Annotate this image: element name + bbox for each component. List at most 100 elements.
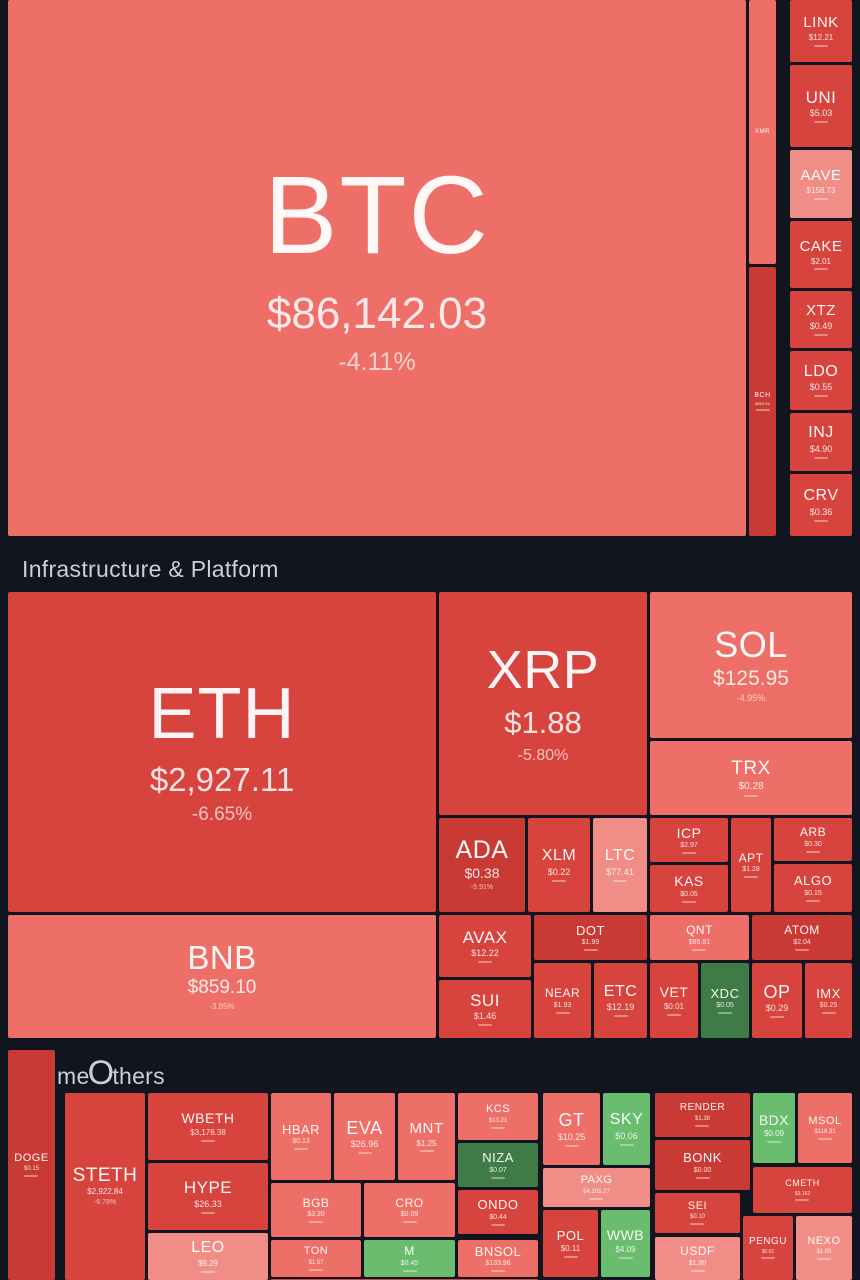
tile-symbol: CAKE xyxy=(799,237,843,255)
tile-price: $1.46 xyxy=(474,1011,497,1026)
tile-price: $4.90 xyxy=(810,444,833,459)
tile-symbol: SUI xyxy=(470,990,500,1010)
tile-inj[interactable]: INJ $4.90 xyxy=(790,413,852,471)
others-header-big-o: O xyxy=(87,1054,115,1092)
tile-render[interactable]: RENDER $1.38 xyxy=(655,1093,750,1137)
tile-vet[interactable]: VET $0.01 xyxy=(650,963,698,1038)
tile-icp[interactable]: ICP $2.97 xyxy=(650,818,728,862)
tile-symbol: INJ xyxy=(808,424,834,442)
tile-symbol: ARB xyxy=(799,825,827,840)
tile-sky[interactable]: SKY $0.06 xyxy=(603,1093,650,1165)
tile-pol[interactable]: POL $0.11 xyxy=(543,1210,598,1277)
tile-nexo[interactable]: NEXO $1.03 xyxy=(796,1216,852,1280)
tile-price: $1.38 xyxy=(695,1116,710,1127)
tile-trx[interactable]: TRX $0.28 xyxy=(650,741,852,815)
tile-xlm[interactable]: XLM $0.22 xyxy=(528,818,590,912)
tile-steth[interactable]: STETH $2,922.84 -6.78% xyxy=(65,1093,145,1280)
tile-cro[interactable]: CRO $0.09 xyxy=(364,1183,455,1237)
tile-price: $2,922.84 xyxy=(87,1187,123,1197)
tile-price: $0.01 xyxy=(664,1002,684,1016)
tile-change: -5.91% xyxy=(470,884,494,892)
tile-leo[interactable]: LEO $9.29 xyxy=(148,1233,268,1280)
tile-price: $0.10 xyxy=(690,1214,705,1225)
tile-cmeth[interactable]: CMETH $3,162 xyxy=(753,1167,852,1213)
tile-price: $26.33 xyxy=(194,1199,222,1214)
tile-link[interactable]: LINK $12.21 xyxy=(790,0,852,62)
section-header-others: meOthers xyxy=(57,1054,165,1093)
tile-dot[interactable]: DOT $1.99 xyxy=(534,915,647,960)
tile-bgb[interactable]: BGB $3.20 xyxy=(271,1183,361,1237)
others-header-overlap-fragment: me xyxy=(57,1063,90,1089)
tile-price: $1.28 xyxy=(742,866,760,878)
tile-bch[interactable]: BCH $503.94 xyxy=(749,267,776,536)
tile-near[interactable]: NEAR $1.93 xyxy=(534,963,591,1038)
tile-sol[interactable]: SOL $125.95 -4.95% xyxy=(650,592,852,738)
tile-price: $0.28 xyxy=(738,781,763,797)
tile-eth[interactable]: ETH $2,927.11 -6.65% xyxy=(8,592,436,912)
tile-bdx[interactable]: BDX $0.09 xyxy=(753,1093,795,1163)
tile-price: $2,927.11 xyxy=(149,760,295,798)
tile-doge[interactable]: DOGE $0.15 xyxy=(8,1050,55,1280)
tile-xtz[interactable]: XTZ $0.49 xyxy=(790,291,852,348)
tile-ondo[interactable]: ONDO $0.44 xyxy=(458,1190,538,1234)
tile-algo[interactable]: ALGO $0.15 xyxy=(774,864,852,912)
tile-crv[interactable]: CRV $0.36 xyxy=(790,474,852,536)
tile-usdf[interactable]: USDF $1.00 xyxy=(655,1237,740,1280)
tile-msol[interactable]: MSOL $118.31 xyxy=(798,1093,852,1163)
tile-niza[interactable]: NIZA $0.07 xyxy=(458,1143,538,1187)
tile-xdc[interactable]: XDC $0.05 xyxy=(701,963,749,1038)
tile-op[interactable]: OP $0.29 xyxy=(752,963,802,1038)
tile-price: $0.25 xyxy=(820,1002,838,1014)
tile-kas[interactable]: KAS $0.05 xyxy=(650,865,728,912)
tile-cake[interactable]: CAKE $2.01 xyxy=(790,221,852,288)
tile-btc[interactable]: BTC $86,142.03 -4.11% xyxy=(8,0,746,536)
tile-symbol: RENDER xyxy=(679,1102,726,1114)
tile-uni[interactable]: UNI $5.03 xyxy=(790,65,852,147)
tile-hbar[interactable]: HBAR $0.13 xyxy=(271,1093,331,1180)
tile-wwb[interactable]: WWB $4.09 xyxy=(601,1210,650,1277)
tile-kcs[interactable]: KCS $13.21 xyxy=(458,1093,538,1140)
tile-price: $26.96 xyxy=(351,1139,379,1154)
tile-symbol: SEI xyxy=(687,1199,708,1212)
tile-atom[interactable]: ATOM $2.04 xyxy=(752,915,852,960)
tile-xmr[interactable]: XMR xyxy=(749,0,776,264)
tile-sei[interactable]: SEI $0.10 xyxy=(655,1193,740,1233)
tile-arb[interactable]: ARB $0.30 xyxy=(774,818,852,861)
tile-ltc[interactable]: LTC $77.41 xyxy=(593,818,647,912)
tile-ton[interactable]: TON $1.57 xyxy=(271,1240,361,1277)
tile-hype[interactable]: HYPE $26.33 xyxy=(148,1163,268,1230)
tile-symbol: BNB xyxy=(187,939,257,977)
tile-bonk[interactable]: BONK $0.00 xyxy=(655,1140,750,1190)
tile-etc[interactable]: ETC $12.19 xyxy=(594,963,647,1038)
tile-symbol: QNT xyxy=(686,923,713,938)
tile-price: $10.25 xyxy=(558,1132,586,1147)
tile-ada[interactable]: ADA $0.38 -5.91% xyxy=(439,818,525,912)
tile-apt[interactable]: APT $1.28 xyxy=(731,818,771,912)
tile-ldo[interactable]: LDO $0.55 xyxy=(790,351,852,410)
tile-qnt[interactable]: QNT $85.91 xyxy=(650,915,749,960)
tile-sui[interactable]: SUI $1.46 xyxy=(439,980,531,1038)
tile-price: $0.00 xyxy=(694,1167,712,1179)
tile-bnsol[interactable]: BNSOL $133.96 xyxy=(458,1240,538,1277)
tile-aave[interactable]: AAVE $158.73 xyxy=(790,150,852,218)
tile-price: $3.20 xyxy=(307,1211,325,1223)
tile-avax[interactable]: AVAX $12.22 xyxy=(439,915,531,977)
tile-price: $4.09 xyxy=(615,1245,635,1259)
tile-paxg[interactable]: PAXG $4,205.27 xyxy=(543,1168,650,1207)
tile-xrp[interactable]: XRP $1.88 -5.80% xyxy=(439,592,647,815)
tile-imx[interactable]: IMX $0.25 xyxy=(805,963,852,1038)
tile-wbeth[interactable]: WBETH $3,176.38 xyxy=(148,1093,268,1160)
tile-price: $0.05 xyxy=(716,1002,734,1014)
tile-bnb[interactable]: BNB $859.10 -3.85% xyxy=(8,915,436,1038)
tile-symbol: ETC xyxy=(603,982,638,1000)
tile-pengu[interactable]: PENGU $0.01 xyxy=(743,1216,793,1280)
tile-symbol: KAS xyxy=(674,873,704,890)
tile-eva[interactable]: EVA $26.96 xyxy=(334,1093,395,1180)
tile-symbol: NEXO xyxy=(807,1234,841,1247)
tile-m[interactable]: M $0.45 xyxy=(364,1240,455,1277)
tile-gt[interactable]: GT $10.25 xyxy=(543,1093,600,1165)
tile-symbol: STETH xyxy=(72,1164,138,1186)
tile-price: $0.15 xyxy=(24,1166,39,1177)
tile-mnt[interactable]: MNT $1.25 xyxy=(398,1093,455,1180)
